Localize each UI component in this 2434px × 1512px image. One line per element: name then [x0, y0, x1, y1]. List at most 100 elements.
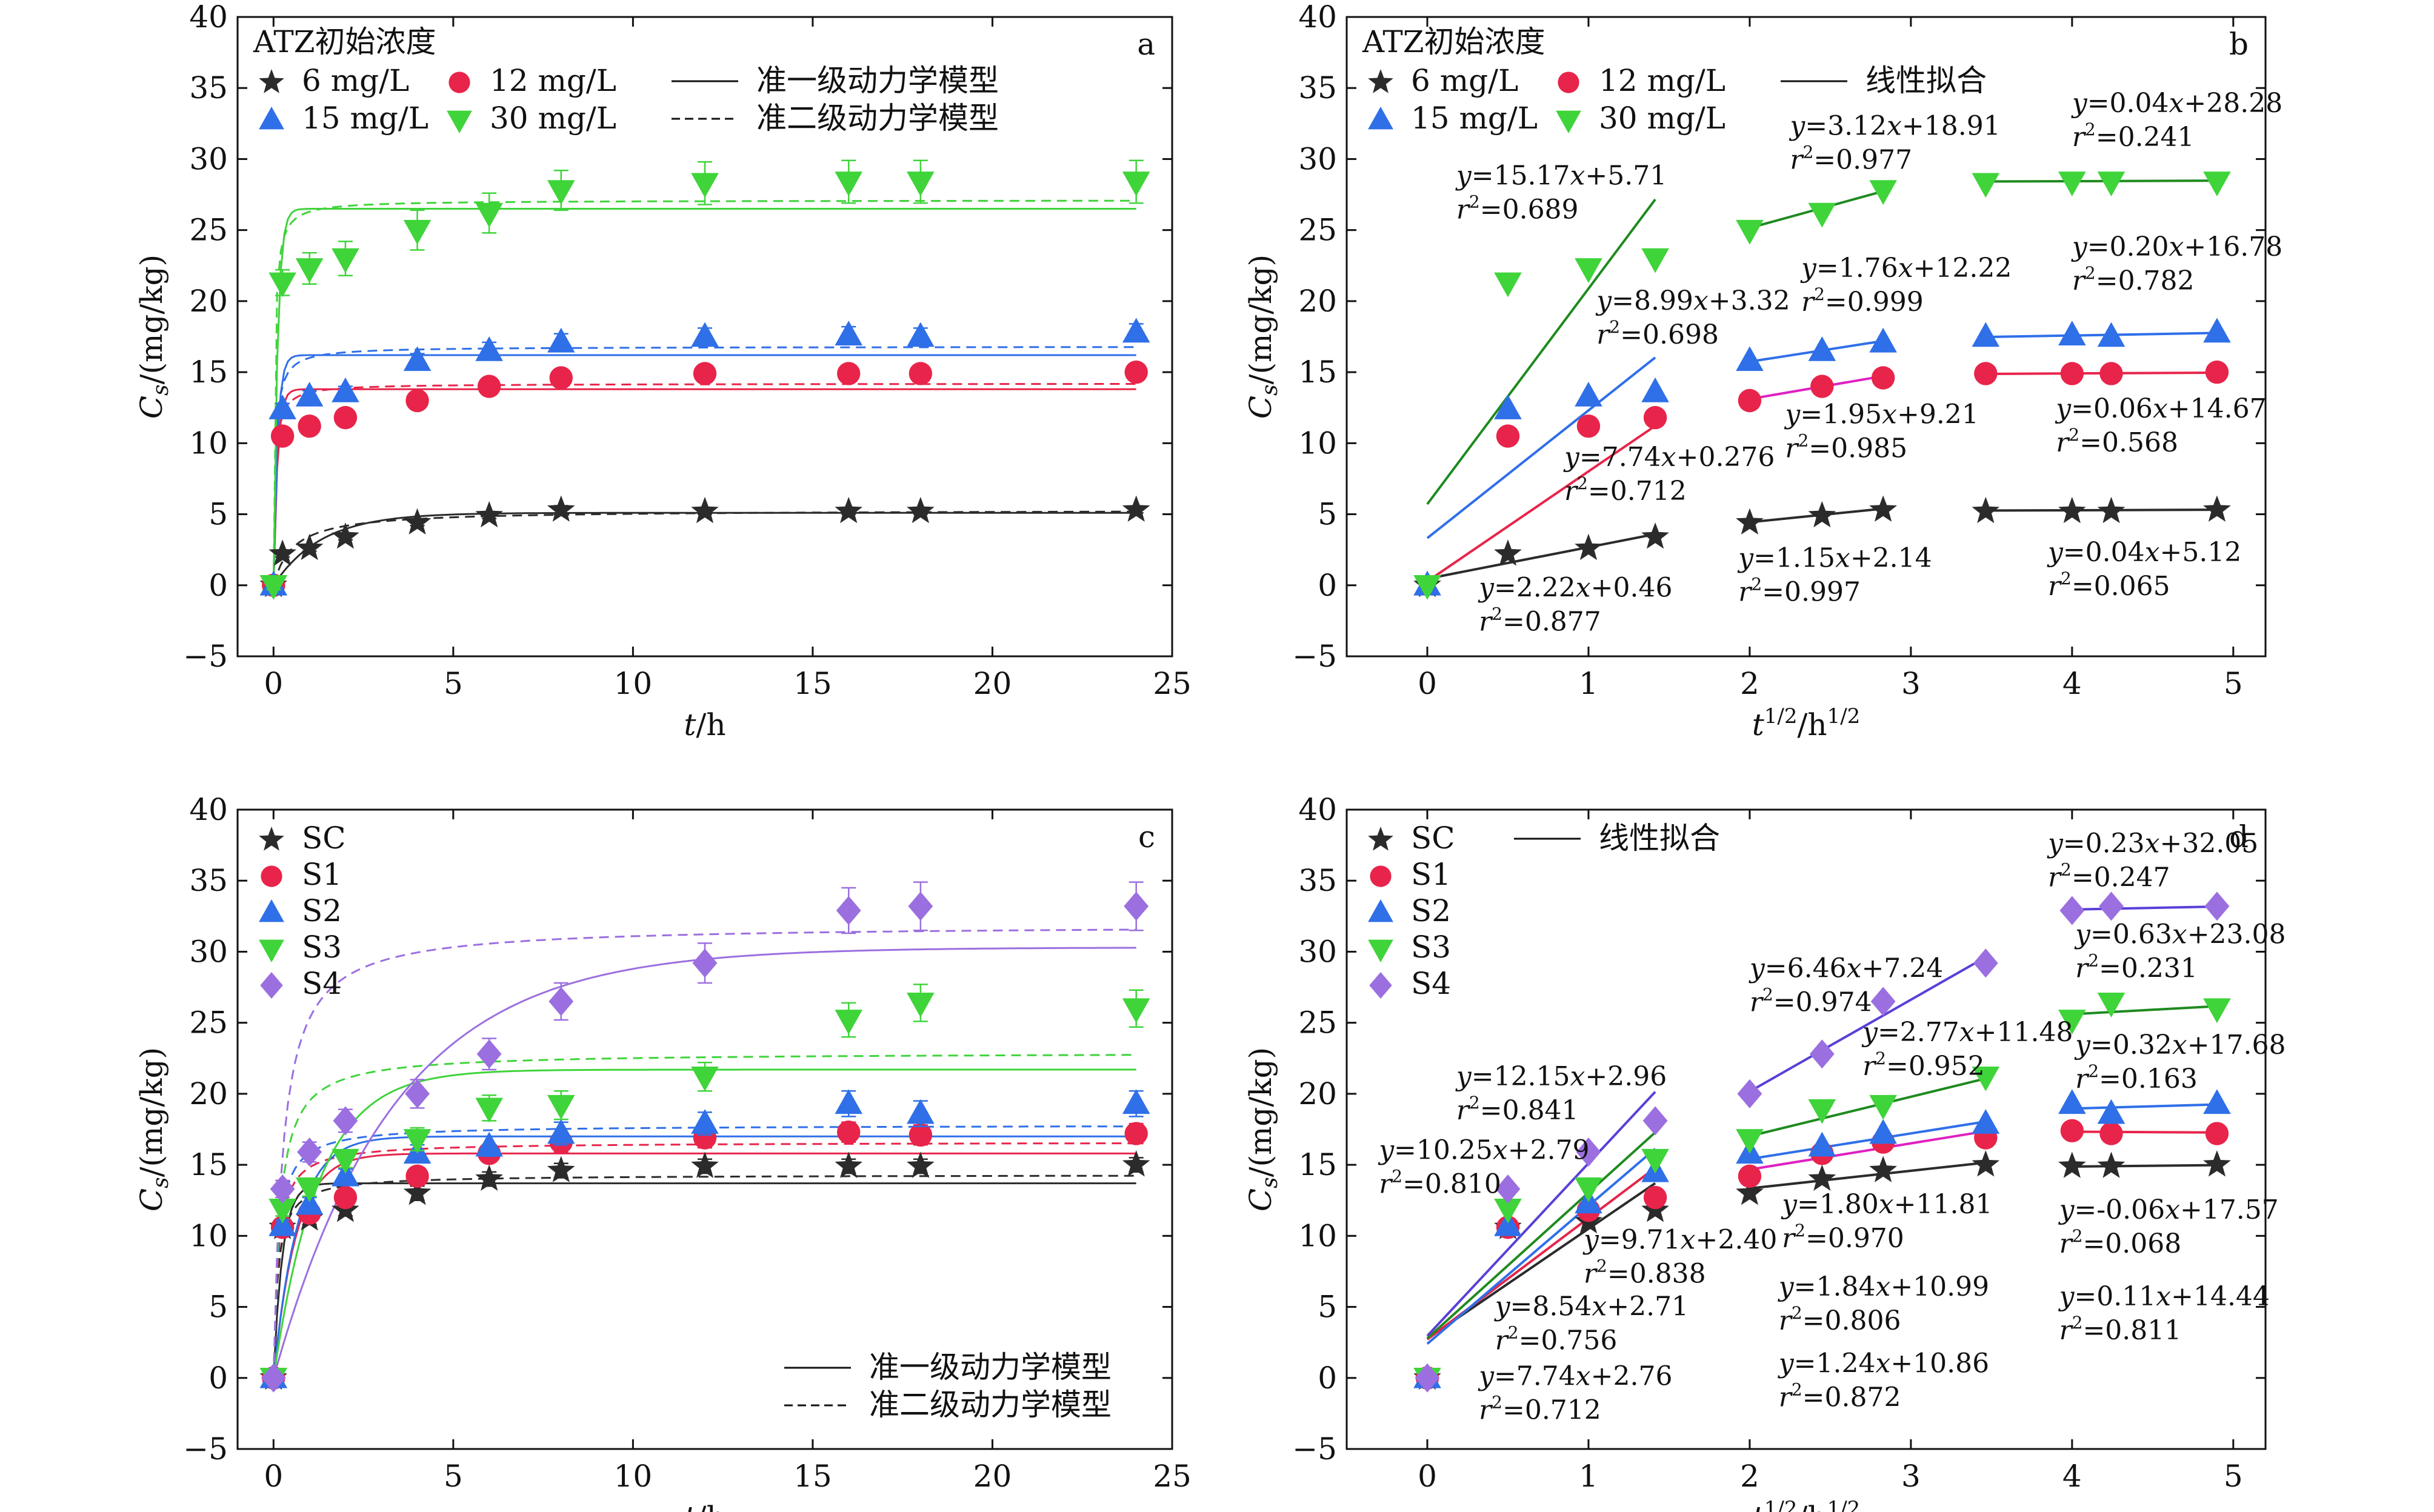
y-tick-label: 15	[189, 355, 228, 390]
data-point	[549, 366, 573, 390]
r2-r: r	[1479, 1395, 1493, 1426]
eq-y: y	[1478, 1361, 1495, 1392]
data-point	[1122, 1089, 1150, 1114]
fit-r2: r2=0.952	[1862, 1048, 1985, 1082]
data-point	[1972, 1109, 2000, 1134]
data-point	[268, 539, 296, 566]
eq-x: x	[1875, 1271, 1890, 1302]
fit-line	[2072, 1103, 2218, 1110]
fit-equation: y=2.77x+11.48	[1861, 1017, 2073, 1048]
x-tick-label: 4	[2062, 666, 2082, 701]
data-point	[691, 322, 719, 347]
y-tick-label: 30	[1298, 934, 1337, 969]
r2-val: =0.712	[1502, 1395, 1601, 1426]
legend-title: ATZ初始浓度	[1362, 24, 1545, 59]
eq-intercept: +0.276	[1676, 442, 1775, 473]
y-label-c: C	[1243, 396, 1278, 419]
data-point	[907, 1099, 935, 1124]
fit-line	[1426, 1148, 1656, 1345]
data-point	[1736, 346, 1764, 371]
legend-marker	[259, 939, 284, 962]
r2-sup: 2	[1814, 284, 1825, 304]
data-point	[1575, 1177, 1602, 1202]
y-label-sub: s	[1258, 384, 1282, 395]
eq-intercept: +10.86	[1890, 1348, 1989, 1379]
data-point	[1869, 180, 1897, 205]
r2-r: r	[1379, 1169, 1393, 1200]
data-point	[1122, 998, 1150, 1024]
data-point	[2203, 172, 2231, 196]
panel-letter: d	[2229, 819, 2249, 854]
data-point	[2060, 362, 2084, 385]
r2-r: r	[1862, 1051, 1877, 1082]
x-tick-label: 0	[264, 1459, 283, 1494]
r2-val: =0.970	[1805, 1223, 1904, 1254]
data-point	[1641, 248, 1669, 273]
fit-equation: y=1.76x+12.22	[1800, 253, 2012, 284]
data-point	[1736, 219, 1764, 245]
fit-r2: r2=0.974	[1750, 985, 1872, 1018]
x-tick-label: 25	[1153, 666, 1192, 701]
fit-line	[1426, 1091, 1656, 1337]
data-point	[692, 948, 718, 978]
legend-marker	[259, 827, 284, 851]
legend-label: 6 mg/L	[1411, 63, 1518, 98]
fit-line	[2072, 1164, 2217, 1168]
y-tick-label: 0	[208, 568, 228, 603]
r2-val: =0.999	[1825, 287, 1924, 318]
panel-letter: c	[1138, 819, 1155, 854]
legend-marker	[261, 865, 282, 887]
fit-r2: r2=0.068	[2059, 1226, 2182, 1259]
y-tick-label: −5	[1292, 1431, 1337, 1467]
panel-letter: a	[1137, 27, 1155, 62]
eq-slope: =0.32	[2090, 1030, 2172, 1061]
data-point	[547, 1119, 575, 1144]
eq-intercept: +23.08	[2187, 919, 2286, 950]
data-point	[837, 1120, 861, 1144]
data-point	[2099, 1122, 2123, 1145]
eq-x: x	[2172, 1030, 2187, 1061]
eq-y: y	[1784, 399, 1801, 430]
y-tick-label: −5	[183, 1431, 228, 1467]
data-point	[1808, 336, 1836, 361]
eq-intercept: +14.67	[2168, 393, 2267, 424]
r2-r: r	[2059, 1315, 2074, 1346]
eq-slope: =10.25	[1394, 1135, 1493, 1166]
r2-val: =0.698	[1620, 319, 1719, 350]
fit-line	[2072, 1130, 2217, 1134]
y-tick-label: 35	[189, 863, 228, 898]
r2-val: =0.241	[2096, 122, 2195, 153]
data-point	[333, 1106, 358, 1136]
fit-r2: r2=0.712	[1564, 473, 1687, 507]
fit-line	[1749, 956, 1987, 1093]
pfo-curve	[272, 1152, 1136, 1378]
r2-sup: 2	[2069, 425, 2079, 445]
y-tick-label: 25	[1298, 1005, 1337, 1041]
legend-line-label: 准二级动力学模型	[756, 101, 999, 136]
panel-c: 0510152025−50510152025303540Cs/(mg/kg)t/…	[134, 792, 1192, 1512]
fit-line	[1426, 356, 1656, 539]
r2-sup: 2	[1802, 142, 1813, 162]
data-point	[907, 1151, 935, 1178]
y-tick-label: 10	[1298, 1218, 1337, 1253]
data-point	[691, 1066, 719, 1091]
data-point	[909, 362, 933, 385]
y-tick-label: 40	[1298, 792, 1337, 827]
eq-slope: =0.23	[2063, 828, 2145, 859]
legend-label: S3	[1411, 930, 1451, 965]
fit-equation: y=6.46x+7.24	[1749, 953, 1943, 984]
x-label-slash: /h	[1798, 707, 1827, 742]
data-point	[693, 362, 717, 385]
legend-label: S4	[302, 966, 342, 1001]
data-point	[333, 1185, 358, 1210]
data-point	[475, 1131, 503, 1157]
data-point	[261, 1363, 286, 1393]
data-point	[1870, 987, 1896, 1016]
eq-slope: =6.46	[1765, 953, 1847, 984]
panel-a: 0 5 10 15 20 25−50510152025303540Cs/(mg/kg)t/…	[134, 0, 1192, 742]
data-point	[1576, 415, 1601, 438]
legend-label: 15 mg/L	[1411, 101, 1538, 136]
data-point	[268, 272, 296, 298]
data-point	[295, 533, 324, 561]
r2-val: =0.231	[2099, 953, 2198, 984]
